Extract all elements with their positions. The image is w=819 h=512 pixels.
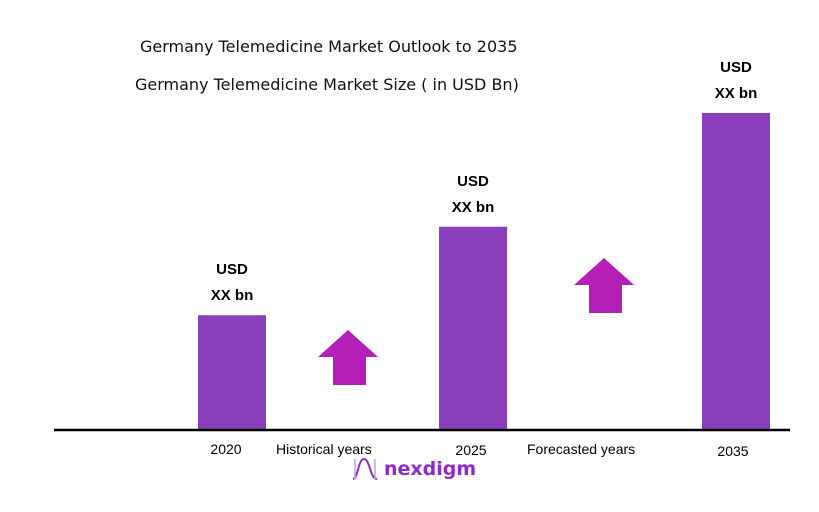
data-label-line2: XX bn (210, 287, 254, 305)
data-label-line2: XX bn (714, 85, 758, 102)
tick-label-2035: 2035 (717, 443, 749, 459)
arrow-up-icon (318, 330, 378, 385)
data-label-2020: USD XX bn (187, 257, 277, 309)
annotation-historical: Historical years (276, 441, 372, 457)
annotation-forecasted: Forecasted years (527, 441, 636, 457)
chart-subtitle: Germany Telemedicine Market Size ( in US… (135, 75, 519, 94)
nexdigm-logo: nexdigm (350, 455, 476, 483)
bar-2020 (198, 315, 266, 429)
data-label-line2: XX bn (451, 198, 495, 216)
data-label-2025: USD XX bn (428, 169, 518, 221)
tick-label-2025: 2025 (455, 442, 487, 458)
chart-title: Germany Telemedicine Market Outlook to 2… (140, 37, 518, 56)
data-label-line1: USD (216, 261, 248, 279)
data-label-2035: USD XX bn (691, 55, 781, 107)
data-label-line1: USD (720, 59, 752, 76)
data-label-line1: USD (457, 172, 489, 190)
bar-2035 (702, 113, 770, 429)
bar-2025 (439, 226, 507, 429)
logo-text: nexdigm (384, 458, 477, 480)
arrow-up-icon (574, 258, 634, 313)
tick-label-2020: 2020 (210, 441, 242, 457)
logo-wave-icon (352, 457, 378, 480)
